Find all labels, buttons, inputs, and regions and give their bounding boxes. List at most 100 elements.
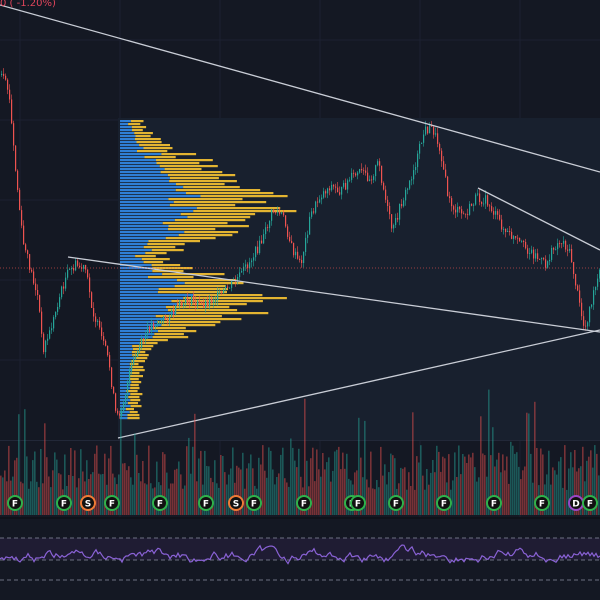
candle-body — [465, 213, 467, 215]
volume-profile-bar-main — [120, 225, 169, 228]
volume-bar — [582, 446, 584, 515]
volume-bar — [594, 445, 596, 515]
candle-body — [227, 286, 229, 288]
volume-profile-bar-main — [120, 126, 132, 129]
candle-body — [205, 300, 207, 308]
volume-bar — [344, 468, 346, 515]
event-badge: F — [486, 495, 502, 511]
candle-body — [529, 252, 531, 254]
volume-bar — [598, 475, 600, 515]
volume-profile-bar-secondary — [132, 129, 143, 132]
volume-profile-bar-main — [120, 285, 175, 288]
volume-bar — [50, 487, 52, 515]
candle-body — [27, 250, 29, 255]
trendline — [67, 256, 600, 333]
event-badge-label: F — [393, 500, 399, 510]
volume-bar — [306, 460, 308, 515]
volume-bar — [378, 487, 380, 515]
volume-bar — [76, 487, 78, 515]
volume-profile-bar-main — [120, 336, 153, 339]
volume-bar — [228, 474, 230, 515]
candle-body — [425, 126, 427, 135]
volume-bar — [372, 488, 374, 515]
candle-body — [307, 234, 309, 238]
oscillator-pane — [0, 519, 600, 600]
volume-profile-bar-main — [120, 345, 133, 348]
volume-bar — [246, 468, 248, 515]
volume-bar — [496, 459, 498, 515]
volume-profile-bar-main — [120, 309, 168, 312]
volume-bar — [468, 454, 470, 515]
volume-bar — [36, 481, 38, 515]
volume-bar — [198, 458, 200, 515]
volume-profile-bar-secondary — [178, 234, 233, 237]
candle-body — [157, 322, 159, 326]
candle-body — [595, 286, 597, 291]
volume-profile-bar-secondary — [127, 414, 140, 417]
volume-bar — [110, 445, 112, 515]
volume-profile-bar-secondary — [137, 150, 168, 153]
volume-bar — [410, 486, 412, 515]
volume-profile-bar-secondary — [169, 204, 236, 207]
candle-body — [377, 161, 379, 166]
volume-profile-bar-secondary — [131, 351, 146, 354]
volume-bar — [552, 467, 554, 515]
volume-profile-bar-secondary — [132, 354, 149, 357]
volume-profile-bar-secondary — [131, 381, 142, 384]
candle-body — [259, 240, 261, 254]
candle-body — [581, 302, 583, 317]
volume-bar — [580, 466, 582, 515]
volume-profile-bar-main — [120, 240, 149, 243]
trendlines[interactable] — [0, 4, 600, 439]
volume-bar — [310, 458, 312, 515]
volume-bar — [392, 455, 394, 515]
candle-body — [277, 211, 279, 213]
volume-profile-bar-main — [120, 186, 184, 189]
volume-bar — [394, 458, 396, 515]
volume-bar — [462, 454, 464, 515]
volume-bar — [102, 474, 104, 515]
volume-profile-bar-main — [120, 279, 177, 282]
volume-profile-bar-secondary — [127, 402, 138, 405]
volume-bar — [48, 476, 50, 515]
candle-body — [443, 161, 445, 170]
volume-bar — [592, 467, 594, 515]
candle-body — [239, 272, 241, 278]
event-badge-circle — [198, 495, 214, 511]
volume-bar — [214, 460, 216, 515]
volume-bar — [98, 473, 100, 515]
candle-body — [269, 220, 271, 229]
candle-body — [399, 204, 401, 220]
volume-profile-bar-main — [120, 216, 188, 219]
volume-profile-bar-main — [120, 189, 176, 192]
volume-bar — [440, 471, 442, 515]
volume-bar — [432, 460, 434, 515]
candle-body — [33, 271, 35, 284]
candle-body — [289, 236, 291, 241]
volume-bar — [296, 467, 298, 515]
volume-profile-bar-main — [120, 261, 144, 264]
event-badge-label: F — [109, 500, 115, 510]
candle-body — [397, 218, 399, 220]
volume-profile-bar-secondary — [145, 252, 167, 255]
volume-profile-bar-main — [120, 306, 166, 309]
candle-body — [321, 197, 323, 200]
candle-body — [575, 274, 577, 286]
event-badge: F — [296, 495, 312, 511]
candle-body — [123, 403, 125, 412]
volume-profile — [120, 120, 297, 420]
candle-body — [161, 318, 163, 322]
event-badge: F — [350, 495, 366, 511]
volume-profile-bar-secondary — [148, 276, 194, 279]
volume-bar — [480, 416, 482, 515]
event-badge-label: F — [355, 500, 361, 510]
event-badge-label: D — [572, 500, 579, 510]
volume-bar — [182, 488, 184, 515]
volume-profile-bar-secondary — [152, 267, 193, 270]
volume-bar — [322, 453, 324, 515]
volume-bar — [252, 468, 254, 515]
volume-profile-bar-secondary — [148, 240, 200, 243]
candle-body — [165, 315, 167, 319]
candle-body — [569, 249, 571, 251]
